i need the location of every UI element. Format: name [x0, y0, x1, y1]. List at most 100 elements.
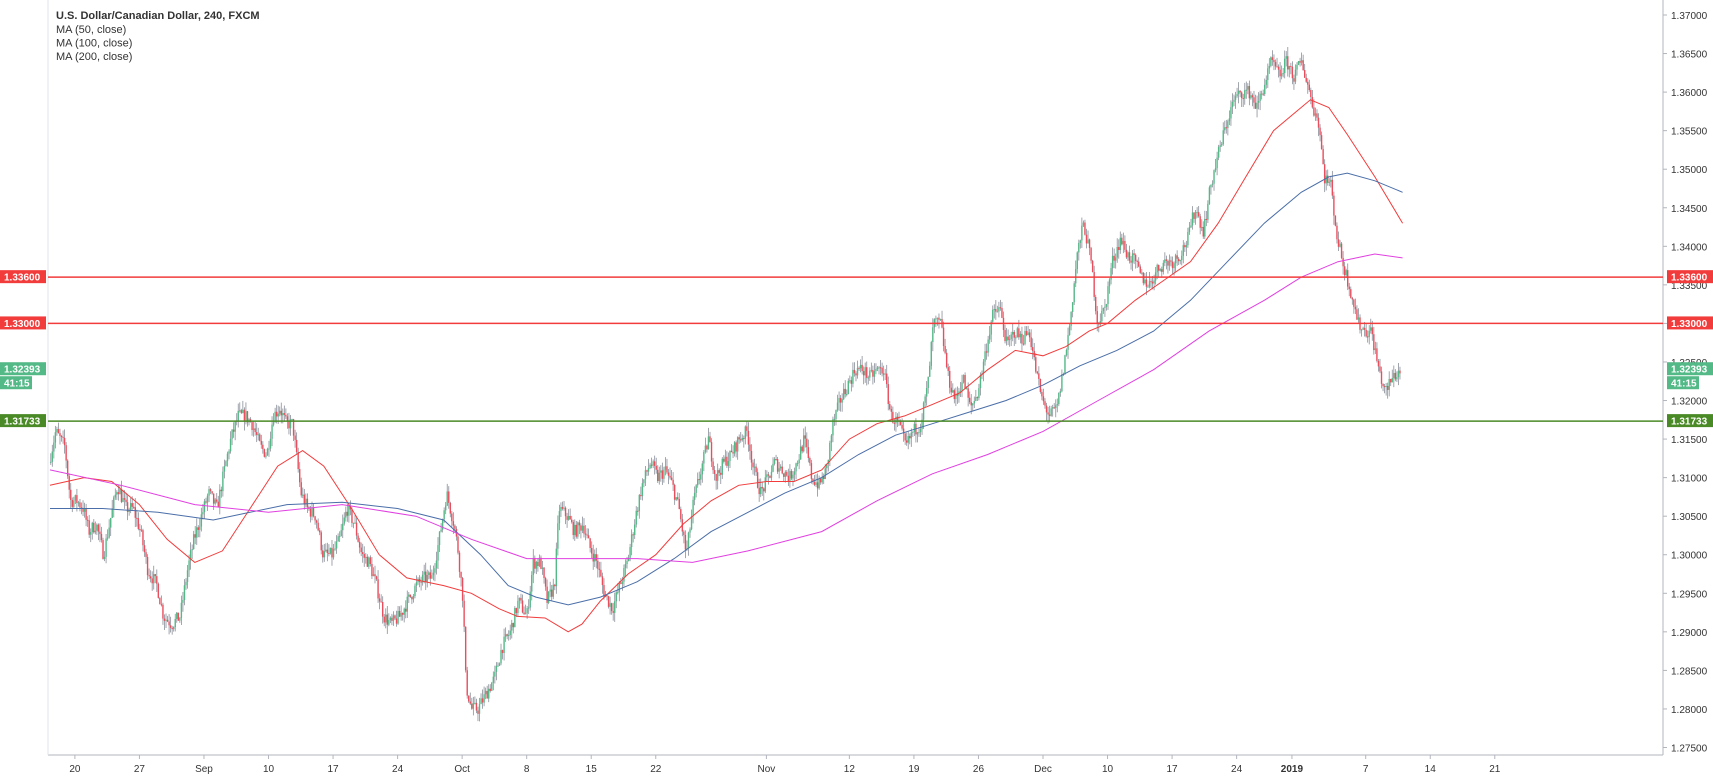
candle[interactable]: [251, 421, 253, 436]
candle[interactable]: [171, 625, 173, 635]
candle[interactable]: [70, 483, 72, 509]
candle[interactable]: [1388, 371, 1390, 397]
candle[interactable]: [884, 368, 886, 381]
candle[interactable]: [1316, 109, 1318, 121]
legend-entry[interactable]: MA (50, close): [56, 24, 126, 36]
candle[interactable]: [1118, 239, 1120, 259]
candle[interactable]: [354, 514, 356, 524]
candle[interactable]: [886, 364, 888, 388]
candle[interactable]: [1331, 170, 1334, 199]
candle[interactable]: [563, 500, 565, 511]
candle[interactable]: [609, 596, 611, 615]
candle[interactable]: [730, 444, 733, 453]
candle[interactable]: [214, 497, 216, 506]
candle[interactable]: [1396, 371, 1398, 382]
candle[interactable]: [1162, 260, 1165, 275]
candle[interactable]: [1148, 272, 1151, 289]
candle[interactable]: [552, 578, 554, 600]
candle[interactable]: [1222, 122, 1224, 146]
candle[interactable]: [944, 338, 946, 355]
candle[interactable]: [752, 459, 754, 475]
candle[interactable]: [869, 367, 871, 381]
ma-line-100[interactable]: [50, 172, 1403, 606]
candle[interactable]: [753, 458, 756, 476]
candle[interactable]: [1259, 90, 1261, 111]
candle[interactable]: [149, 570, 152, 583]
candle[interactable]: [1360, 328, 1363, 337]
candle[interactable]: [200, 507, 203, 532]
candle[interactable]: [343, 512, 345, 526]
candle[interactable]: [1116, 238, 1118, 263]
candle[interactable]: [1056, 398, 1058, 413]
candle[interactable]: [231, 429, 233, 446]
candle[interactable]: [818, 475, 820, 490]
candle[interactable]: [632, 532, 634, 543]
candle[interactable]: [637, 507, 639, 516]
candle[interactable]: [180, 595, 183, 625]
candle[interactable]: [299, 462, 301, 488]
candle[interactable]: [644, 466, 647, 486]
candle[interactable]: [809, 456, 811, 466]
candle[interactable]: [746, 420, 748, 437]
candle[interactable]: [464, 626, 467, 673]
candle[interactable]: [1134, 253, 1137, 269]
candle[interactable]: [85, 503, 87, 527]
candle[interactable]: [374, 565, 376, 584]
candle[interactable]: [366, 554, 369, 567]
candle[interactable]: [847, 378, 849, 395]
candle[interactable]: [667, 469, 670, 485]
candle[interactable]: [1024, 326, 1026, 346]
candle[interactable]: [1181, 250, 1183, 266]
candle[interactable]: [159, 597, 161, 605]
candle[interactable]: [208, 486, 210, 502]
candle[interactable]: [394, 614, 396, 621]
candle[interactable]: [1113, 248, 1115, 269]
candle[interactable]: [1291, 61, 1294, 85]
candle[interactable]: [572, 519, 574, 540]
candle[interactable]: [1242, 93, 1244, 107]
candle[interactable]: [348, 502, 350, 523]
candle[interactable]: [1231, 93, 1234, 114]
candle[interactable]: [615, 590, 617, 609]
candle[interactable]: [472, 696, 475, 716]
candle[interactable]: [388, 613, 390, 627]
candle[interactable]: [518, 597, 521, 609]
candle[interactable]: [1204, 210, 1206, 240]
candle[interactable]: [936, 317, 939, 326]
candle[interactable]: [577, 521, 579, 539]
candle[interactable]: [575, 520, 578, 539]
candle[interactable]: [103, 551, 106, 562]
candle[interactable]: [1170, 256, 1172, 267]
candle[interactable]: [614, 592, 616, 622]
candle[interactable]: [1179, 259, 1181, 265]
candle[interactable]: [65, 442, 67, 469]
candle[interactable]: [62, 430, 64, 444]
candle[interactable]: [657, 465, 659, 484]
candle[interactable]: [1159, 268, 1161, 272]
candle[interactable]: [1340, 242, 1343, 260]
candle[interactable]: [331, 539, 333, 566]
candle[interactable]: [497, 662, 499, 667]
candle[interactable]: [949, 366, 951, 394]
candle[interactable]: [1001, 301, 1003, 319]
candle[interactable]: [128, 507, 130, 516]
candle[interactable]: [1328, 178, 1330, 187]
candle[interactable]: [740, 432, 742, 443]
candle[interactable]: [1248, 80, 1251, 106]
candle[interactable]: [796, 460, 799, 467]
candle[interactable]: [484, 687, 487, 700]
candle[interactable]: [51, 444, 54, 467]
candle[interactable]: [332, 544, 335, 560]
candle[interactable]: [411, 596, 413, 605]
candle[interactable]: [449, 501, 452, 518]
candle[interactable]: [378, 593, 381, 610]
candle[interactable]: [913, 421, 916, 436]
candle[interactable]: [761, 481, 763, 496]
candle[interactable]: [173, 626, 175, 632]
candle[interactable]: [162, 602, 164, 625]
candle[interactable]: [882, 365, 885, 381]
candle[interactable]: [1377, 358, 1380, 372]
candle[interactable]: [726, 451, 728, 469]
candle[interactable]: [1184, 242, 1186, 252]
candle[interactable]: [1090, 246, 1092, 264]
